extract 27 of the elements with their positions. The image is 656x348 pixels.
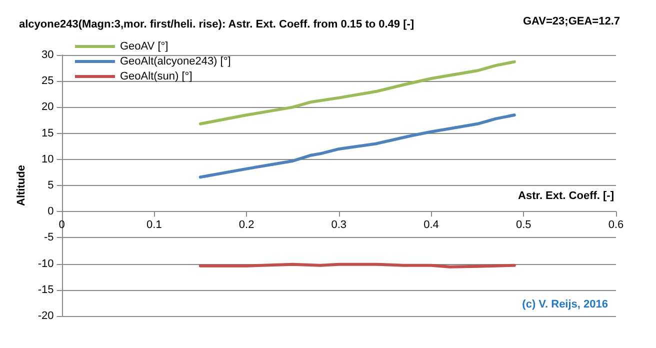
x-tick-label: 0.3 bbox=[331, 219, 347, 232]
y-tick-label: 30 bbox=[42, 49, 54, 61]
legend-label: GeoAV [°] bbox=[120, 40, 168, 52]
y-tick-label: 10 bbox=[42, 153, 54, 166]
y-tick-label: 5 bbox=[48, 180, 54, 192]
y-tick-label: -15 bbox=[38, 284, 54, 296]
legend-label: GeoAlt(alcyone243) [°] bbox=[120, 56, 231, 68]
y-tick-label: 25 bbox=[42, 75, 54, 88]
x-tick-label: 0.4 bbox=[424, 219, 439, 232]
x-tick-label: 0.6 bbox=[608, 219, 624, 232]
x-tick-label: 0 bbox=[58, 219, 65, 232]
y-tick-label: 20 bbox=[42, 101, 54, 114]
y-tick-label: 0 bbox=[48, 206, 54, 218]
x-axis-title: Astr. Ext. Coeff. [-] bbox=[518, 190, 614, 202]
chart-title: alcyone243(Magn:3,mor. first/heli. rise): Astr. Ext. Coeff. from 0.15 to 0.49 [-] bbox=[19, 18, 414, 30]
y-axis-title: Altitude bbox=[16, 165, 28, 206]
text: GAV=23;GEA=12.7 bbox=[522, 16, 620, 28]
legend-label: GeoAlt(sun) [°] bbox=[120, 70, 192, 82]
line-series bbox=[198, 114, 516, 179]
y-tick-label: -10 bbox=[38, 258, 54, 270]
x-tick-label: 0.2 bbox=[238, 219, 254, 232]
x-tick-label: 0.5 bbox=[516, 219, 532, 232]
y-tick-label: -20 bbox=[38, 310, 54, 322]
annotation: (c) V. Reijs, 2016 bbox=[522, 298, 608, 310]
x-tick-label: 0.1 bbox=[146, 219, 162, 232]
y-tick-label: -5 bbox=[44, 232, 54, 244]
y-tick-label: 15 bbox=[42, 127, 54, 140]
